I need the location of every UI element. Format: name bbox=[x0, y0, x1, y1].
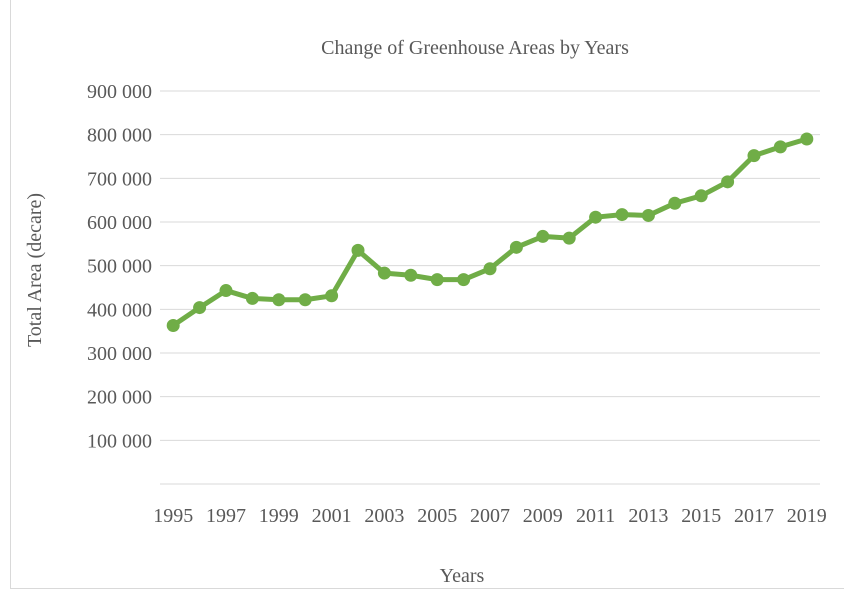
y-axis-ticks: 100 000 200 000 300 000 400 000 500 000 600 0… bbox=[87, 81, 152, 452]
series-group bbox=[166, 132, 814, 332]
data-point bbox=[193, 301, 207, 315]
data-point bbox=[562, 231, 576, 245]
data-point bbox=[404, 268, 418, 282]
data-point bbox=[298, 293, 312, 307]
data-point bbox=[509, 240, 523, 254]
x-tick-label: 2013 bbox=[628, 505, 668, 527]
data-point bbox=[430, 273, 444, 287]
data-point bbox=[325, 289, 339, 303]
y-tick-label: 400 000 bbox=[87, 299, 152, 321]
data-point bbox=[483, 262, 497, 276]
y-tick-label: 300 000 bbox=[87, 343, 152, 365]
chart-title: Change of Greenhouse Areas by Years bbox=[321, 37, 629, 59]
data-point bbox=[589, 210, 603, 224]
x-tick-label: 2001 bbox=[312, 505, 352, 527]
y-tick-label: 500 000 bbox=[87, 256, 152, 278]
data-point bbox=[536, 229, 550, 243]
data-point bbox=[272, 293, 286, 307]
data-point bbox=[800, 132, 814, 146]
data-point bbox=[747, 149, 761, 163]
x-tick-label: 2003 bbox=[364, 505, 404, 527]
x-tick-label: 2015 bbox=[681, 505, 721, 527]
x-tick-label: 2005 bbox=[417, 505, 457, 527]
y-tick-label: 200 000 bbox=[87, 387, 152, 409]
x-tick-label: 2019 bbox=[787, 505, 827, 527]
x-tick-label: 2017 bbox=[734, 505, 774, 527]
y-tick-label: 100 000 bbox=[87, 430, 152, 452]
x-tick-label: 2009 bbox=[523, 505, 563, 527]
gridlines bbox=[160, 90, 820, 485]
data-point bbox=[668, 196, 682, 210]
data-point bbox=[641, 208, 655, 222]
y-axis-label: Total Area (decare) bbox=[24, 193, 46, 347]
data-point bbox=[721, 175, 735, 189]
data-point bbox=[694, 189, 708, 203]
data-point bbox=[773, 140, 787, 154]
chart-frame bbox=[10, 0, 844, 589]
data-point bbox=[245, 291, 259, 305]
data-point bbox=[457, 273, 471, 287]
y-tick-label: 600 000 bbox=[87, 212, 152, 234]
x-tick-label: 1997 bbox=[206, 505, 246, 527]
y-tick-label: 800 000 bbox=[87, 125, 152, 147]
data-point bbox=[615, 208, 629, 222]
data-point bbox=[166, 318, 180, 332]
x-tick-label: 2011 bbox=[576, 505, 615, 527]
data-point bbox=[219, 284, 233, 298]
data-point bbox=[351, 243, 365, 257]
y-tick-label: 700 000 bbox=[87, 168, 152, 190]
x-tick-label: 1999 bbox=[259, 505, 299, 527]
x-axis-ticks: 1995 1997 1999 2001 2003 2005 2007 2009 2011 2013… bbox=[153, 505, 827, 527]
x-tick-label: 2007 bbox=[470, 505, 510, 527]
y-tick-label: 900 000 bbox=[87, 81, 152, 103]
data-point bbox=[377, 266, 391, 280]
x-tick-label: 1995 bbox=[153, 505, 193, 527]
x-axis-label: Years bbox=[440, 565, 485, 587]
series-line bbox=[170, 136, 810, 328]
